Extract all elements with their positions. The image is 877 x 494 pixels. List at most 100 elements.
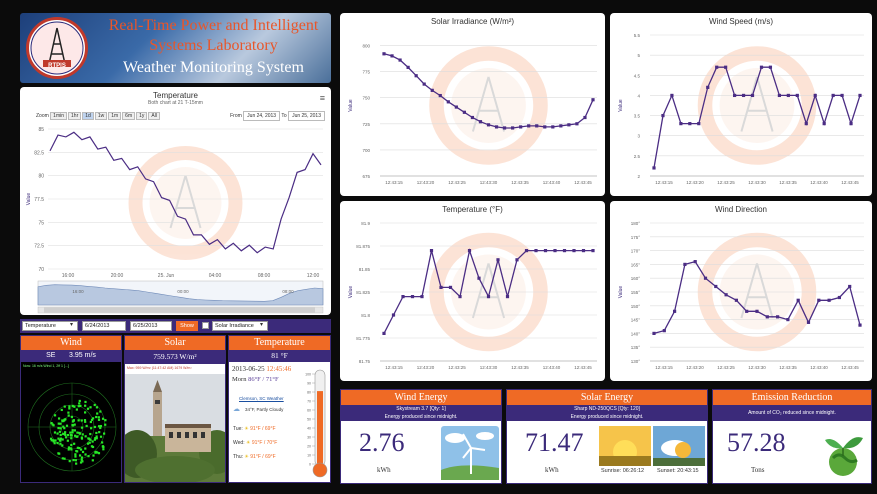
- radar-point: [72, 419, 75, 422]
- end-date-input[interactable]: 6/25/2013: [130, 321, 172, 331]
- radar-point: [80, 436, 83, 439]
- temperature-live-panel: Temperature (°F) 81.75 81.775 81.8 81.825 81…: [340, 201, 605, 381]
- data-point: [840, 93, 844, 98]
- temperature-date: 2013-06-25: [232, 365, 265, 373]
- radar-point: [79, 404, 82, 408]
- radar-point: [78, 402, 81, 405]
- radar-point: [89, 420, 92, 424]
- temperature-history-panel: Temperature Both chart at 21 T-15mm ≡ Zo…: [20, 87, 331, 315]
- history-chart[interactable]: 85 82.5 80 77.5 75 72.5 70 Value 16:00 20:00 25. J…: [20, 123, 331, 315]
- zoom-6m[interactable]: 6m: [122, 112, 136, 120]
- solar-energy-card: Solar Energy Sharp ND-250QCS [Qty: 120] …: [506, 389, 708, 484]
- zoom-1y[interactable]: 1y: [136, 112, 148, 120]
- x-tick-label: 12:43:20: [417, 180, 435, 185]
- parameter-select[interactable]: Temperature: [22, 321, 78, 331]
- navigator-tick-label: 16:00: [72, 289, 84, 294]
- zoom-1min[interactable]: 1min: [50, 112, 68, 120]
- morn-label: Morn: [232, 376, 247, 383]
- zoom-1d[interactable]: 1d: [82, 112, 94, 120]
- x-tick-label: 12:43:35: [779, 180, 797, 185]
- to-date-input[interactable]: Jun 25, 2013: [288, 111, 325, 121]
- data-point: [551, 125, 555, 129]
- temperature-time: 12:45:46: [266, 365, 292, 373]
- radar-point: [84, 420, 87, 423]
- wind-card-title: Wind: [21, 336, 121, 350]
- wind-direction-chart[interactable]: 130° 135° 140° 145° 150° 155° 160° 165° 170° 175°…: [610, 201, 872, 381]
- start-date-input[interactable]: 6/24/2013: [82, 321, 126, 331]
- wind-card-values: SE 3.95 m/s: [21, 350, 121, 362]
- zoom-1hr[interactable]: 1hr: [68, 112, 82, 120]
- radar-point: [50, 421, 53, 425]
- radar-point: [74, 434, 77, 437]
- data-point: [467, 249, 472, 253]
- data-point: [796, 298, 800, 302]
- x-tick-label: 12:43:30: [748, 365, 766, 370]
- radar-point: [70, 443, 73, 447]
- data-point: [382, 331, 386, 335]
- data-point: [401, 295, 405, 299]
- wind-speed-chart[interactable]: 2 2.5 3 3.5 4 4.5 5 5.5 Value 12:43:15 12:43:20 12:…: [610, 13, 872, 196]
- y-tick-label: 72.5: [34, 244, 44, 250]
- y-tick-label: 3: [637, 134, 640, 139]
- radar-point: [67, 448, 70, 451]
- y-tick-label: 2: [637, 174, 640, 179]
- radar-point: [51, 423, 54, 426]
- radar-point: [97, 452, 101, 455]
- zoom-all[interactable]: All: [148, 112, 160, 120]
- radar-point: [67, 446, 71, 449]
- radar-point: [59, 439, 62, 442]
- radar-point: [59, 433, 62, 437]
- data-point: [813, 93, 817, 98]
- data-point: [543, 249, 548, 253]
- partly-cloudy-icon: ☁: [233, 406, 240, 413]
- y-tick-label: 180°: [631, 221, 641, 226]
- radar-point: [87, 437, 90, 440]
- radar-point: [75, 408, 78, 411]
- watermark-logo: [697, 46, 817, 165]
- y-tick-label: 155°: [631, 290, 641, 295]
- solar-energy-desc: Energy produced since midnight.: [570, 414, 644, 420]
- solar-irradiance-chart[interactable]: 675 700 725 750 775 800 Value 12:43:15 12:43:20 1…: [340, 13, 605, 196]
- data-point: [575, 122, 579, 126]
- radar-point: [58, 452, 61, 455]
- radar-point: [69, 431, 72, 434]
- y-tick-label: 81.75: [359, 359, 371, 364]
- data-point: [804, 122, 808, 126]
- forecast-day: Wed:: [233, 440, 245, 446]
- radar-point: [85, 424, 88, 428]
- x-tick-label: 12:43:45: [841, 180, 859, 185]
- radar-point: [63, 427, 66, 430]
- zoom-1w[interactable]: 1w: [94, 112, 108, 120]
- data-point: [410, 295, 415, 299]
- from-date-input[interactable]: Jun 24, 2013: [243, 111, 281, 121]
- overlay-checkbox[interactable]: [202, 322, 209, 329]
- data-point: [567, 123, 571, 127]
- header-title-line2: Systems Laboratory: [149, 37, 278, 54]
- radar-point: [50, 439, 53, 442]
- solar-energy-subtitle: Sharp ND-250QCS [Qty: 120] Energy produc…: [507, 405, 707, 421]
- zoom-1m[interactable]: 1m: [108, 112, 122, 120]
- data-point: [454, 105, 458, 109]
- radar-point: [83, 419, 87, 422]
- x-tick-label: 12:43:20: [417, 365, 435, 370]
- weather-city[interactable]: Clemson, SC Weather: [239, 396, 284, 401]
- show-button[interactable]: Show: [176, 321, 198, 331]
- radar-point: [73, 423, 76, 426]
- data-point: [786, 318, 790, 322]
- data-point: [777, 93, 781, 98]
- thermometer-tick-label: 90: [307, 382, 311, 386]
- data-point: [406, 65, 410, 69]
- radar-point: [93, 438, 97, 441]
- to-label: To: [281, 113, 287, 119]
- radar-point: [81, 450, 85, 454]
- radar-point: [96, 412, 99, 415]
- overlay-select[interactable]: Solar Irradiance: [212, 321, 268, 331]
- radar-point: [59, 427, 62, 430]
- x-tick-label: 12:43:20: [686, 180, 704, 185]
- menu-icon[interactable]: ≡: [319, 93, 325, 103]
- temperature-live-chart[interactable]: 81.75 81.775 81.8 81.825 81.85 81.875 81.9 Valu…: [340, 201, 605, 381]
- wind-speed-panel: Wind Speed (m/s) 2 2.5 3 3.5 4 4.5 5 5.5 Value 12…: [610, 13, 872, 196]
- y-tick-label: 77.5: [34, 197, 44, 203]
- y-tick-label: 80: [38, 174, 44, 180]
